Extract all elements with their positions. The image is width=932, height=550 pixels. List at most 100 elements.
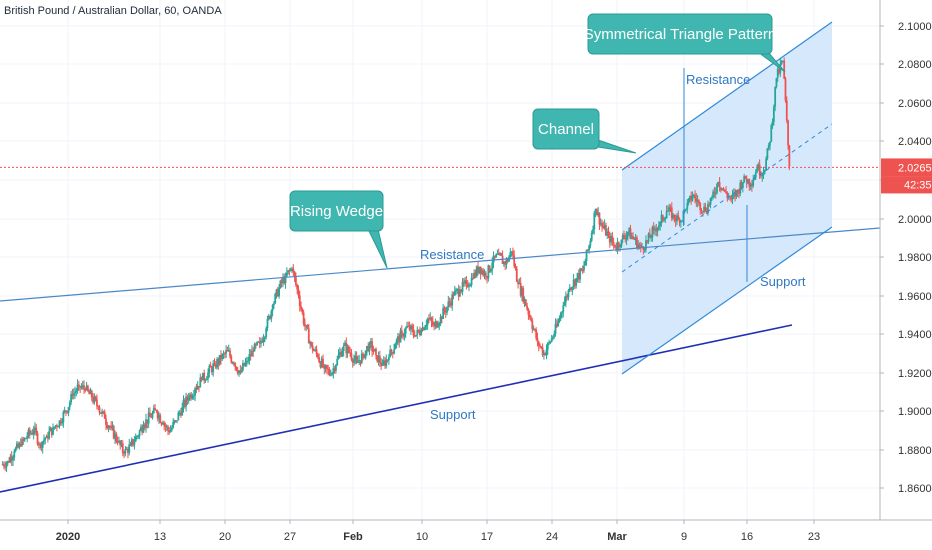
- candle-body: [293, 271, 296, 278]
- candle-body: [541, 347, 544, 355]
- candle-body: [634, 237, 637, 240]
- candle-body: [292, 268, 295, 272]
- time-tick-label: 13: [154, 531, 166, 543]
- candle-body: [655, 229, 658, 232]
- candle-body: [191, 396, 194, 399]
- candle-body: [477, 266, 479, 273]
- candle-body: [205, 378, 208, 380]
- candle-body: [75, 390, 78, 393]
- candle-body: [32, 430, 35, 435]
- callout-rising-wedge-box: [289, 190, 384, 232]
- candle-body: [101, 411, 104, 414]
- candle-body: [562, 305, 565, 312]
- candle-body: [404, 327, 407, 334]
- candle-body: [375, 348, 377, 356]
- candle-body: [632, 236, 634, 239]
- candle-body: [608, 235, 611, 243]
- candle-body: [199, 377, 202, 388]
- candle-body: [624, 237, 627, 240]
- candle-body: [452, 294, 455, 296]
- candle-body: [701, 211, 704, 213]
- candle-body: [465, 280, 468, 284]
- candle-body: [612, 242, 615, 245]
- candle-body: [112, 425, 115, 439]
- candle-body: [780, 61, 783, 65]
- candle-body: [461, 281, 464, 292]
- candle-body: [428, 318, 430, 320]
- candle-body: [43, 439, 45, 442]
- candle-body: [687, 198, 690, 203]
- candle-body: [320, 358, 323, 368]
- candle-body: [163, 422, 166, 426]
- candle-body: [422, 327, 425, 331]
- candle-body: [363, 355, 366, 358]
- candle-body: [500, 253, 503, 256]
- candle-body: [229, 350, 231, 357]
- candle-body: [559, 313, 562, 319]
- candle-body: [196, 386, 199, 390]
- candle-body: [597, 212, 600, 216]
- candle-body: [672, 214, 674, 219]
- wedge-resistance-line: [0, 227, 881, 302]
- callout-symmetrical-triangle: Symmetrical Triangle Pattern: [584, 13, 786, 73]
- candle-body: [342, 345, 345, 352]
- candle-body: [243, 363, 246, 366]
- candle-body: [19, 443, 22, 446]
- candle-body: [731, 194, 734, 200]
- candle-body: [14, 448, 17, 452]
- candle-body: [313, 350, 315, 352]
- grid: [0, 0, 880, 520]
- callout-channel: Channel: [532, 108, 637, 154]
- candle-body: [278, 287, 280, 297]
- candle-body: [119, 440, 122, 446]
- candle-body: [579, 268, 581, 280]
- candle-body: [249, 354, 252, 357]
- candle-body: [626, 231, 629, 236]
- candle-body: [460, 289, 463, 292]
- candle-body: [483, 272, 486, 276]
- candle-body: [34, 427, 36, 431]
- candle-body: [6, 461, 9, 463]
- candle-body: [35, 427, 38, 433]
- candle-body: [156, 411, 159, 419]
- candle-body: [415, 334, 417, 336]
- candle-body: [707, 204, 709, 214]
- candle-body: [261, 340, 264, 343]
- time-tick-label: 16: [741, 531, 753, 543]
- candle-body: [407, 325, 410, 327]
- candle-body: [497, 253, 500, 256]
- candle-body: [298, 295, 301, 307]
- price-tick-label: 1.90000: [898, 406, 932, 418]
- candle-body: [549, 341, 552, 343]
- candle-body: [664, 218, 667, 220]
- candle-body: [601, 222, 603, 227]
- candle-body: [5, 462, 8, 468]
- candle-body: [98, 407, 101, 413]
- candle-body: [332, 368, 335, 374]
- candle-body: [691, 195, 694, 201]
- candle-body: [252, 350, 255, 352]
- candle-body: [360, 353, 363, 364]
- candle-body: [138, 430, 141, 436]
- candle-body: [4, 466, 7, 468]
- candle-body: [519, 282, 522, 296]
- candle-body: [593, 212, 596, 230]
- candle-body: [778, 68, 780, 73]
- candle-body: [577, 273, 580, 280]
- candle-body: [76, 384, 79, 391]
- candle-body: [151, 412, 154, 418]
- candle-body: [173, 420, 176, 423]
- candle-body: [588, 245, 591, 251]
- candle-body: [665, 210, 668, 219]
- candle-body: [756, 168, 758, 173]
- candle-body: [402, 334, 405, 337]
- candle-body: [683, 209, 686, 212]
- candle-body: [110, 426, 113, 429]
- candle-body: [89, 390, 92, 395]
- candle-body: [730, 197, 733, 200]
- candle-body: [576, 273, 579, 279]
- candle-body: [84, 389, 87, 391]
- candle-body: [391, 352, 394, 354]
- candle-body: [598, 212, 601, 225]
